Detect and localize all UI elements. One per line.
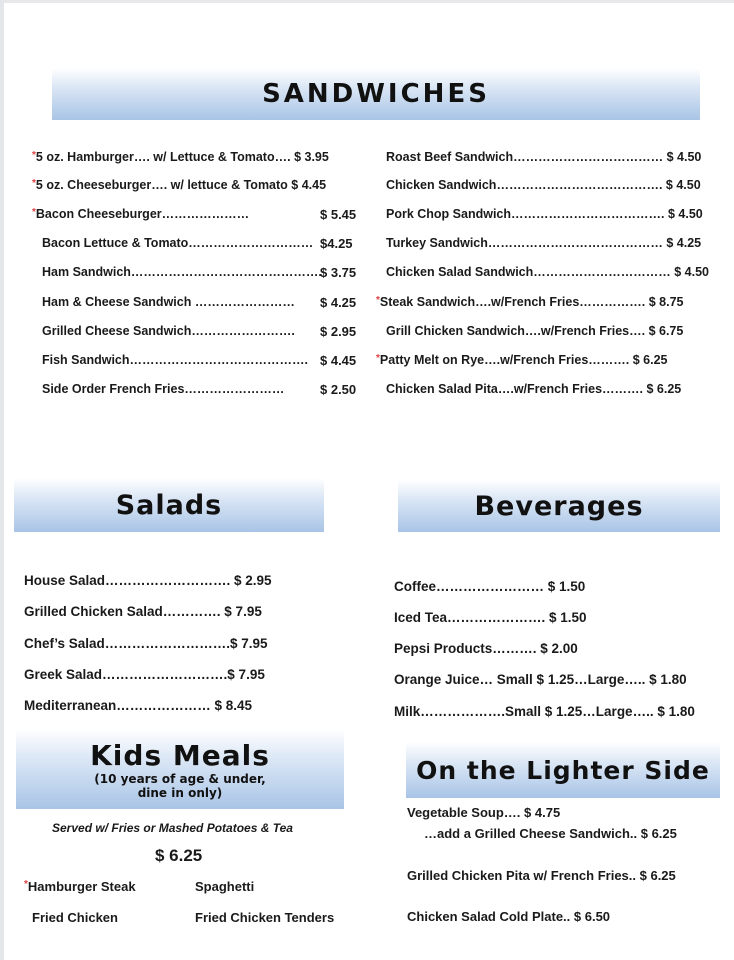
lighter-item: Grilled Chicken Pita w/ French Fries.. $… <box>407 868 676 883</box>
item-price: $ 4.50 <box>674 265 710 279</box>
star-marker-icon: * <box>376 295 380 306</box>
lighter-side-header: On the Lighter Side <box>406 742 720 798</box>
kids-meals-title: Kids Meals <box>90 738 270 772</box>
item-price: $ 5.45 <box>320 207 357 222</box>
sandwich-item: *Patty Melt on Rye….w/French Fries………. $… <box>376 353 668 367</box>
item-price: $4.25 <box>320 236 353 251</box>
item-name: Grilled Cheese Sandwich……………………. <box>42 324 295 338</box>
item-name: Fish Sandwich……………………………………. <box>42 353 308 367</box>
kids-meals-subtitle-2: dine in only) <box>137 785 223 800</box>
kids-item: *Hamburger Steak <box>24 879 136 894</box>
beverages-title: Beverages <box>474 490 644 522</box>
item-price: $ 4.45 <box>320 353 357 368</box>
item-name: Bacon Cheeseburger………………… <box>35 207 250 221</box>
sandwiches-title: SANDWICHES <box>262 79 490 109</box>
item-price: $ 6.25 <box>632 353 668 367</box>
item-price: $ 6.75 <box>648 324 684 338</box>
sandwich-item: Ham & Cheese Sandwich …………………… <box>42 295 295 309</box>
salad-item: Chef’s Salad……………………….$ 7.95 <box>24 636 268 651</box>
kids-item: Fried Chicken <box>32 910 118 925</box>
sandwich-item: Ham Sandwich………………………………………. <box>42 265 322 279</box>
item-price: $ 3.75 <box>320 265 357 280</box>
item-price: $ 4.50 <box>666 150 702 164</box>
star-marker-icon: * <box>24 879 28 890</box>
item-name: Ham & Cheese Sandwich …………………… <box>42 295 295 309</box>
item-price: $ 4.50 <box>667 207 703 221</box>
item-name: Steak Sandwich….w/French Fries……………. <box>379 295 646 309</box>
salads-title: Salads <box>115 489 223 521</box>
sandwich-item: Roast Beef Sandwich……………………………… $ 4.50 <box>386 150 701 164</box>
sandwich-item: *Steak Sandwich….w/French Fries……………. $ … <box>376 295 684 309</box>
item-price: $ 3.95 <box>294 150 329 164</box>
kids-price: $ 6.25 <box>155 846 203 865</box>
star-marker-icon: * <box>32 207 36 218</box>
lighter-side-title: On the Lighter Side <box>416 755 710 785</box>
kids-item: Fried Chicken Tenders <box>195 910 335 925</box>
lighter-item: Chicken Salad Cold Plate.. $ 6.50 <box>407 909 611 924</box>
item-price: $ 4.25 <box>666 236 702 250</box>
item-price: $ 4.50 <box>665 178 701 192</box>
beverage-item: Milk……………….Small $ 1.25…Large….. $ 1.80 <box>394 704 695 719</box>
item-price: $ 4.25 <box>320 295 357 310</box>
sandwich-item: Chicken Salad Sandwich…………………………… $ 4.50 <box>386 265 709 279</box>
lighter-item: …add a Grilled Cheese Sandwich.. $ 6.25 <box>424 826 677 841</box>
item-name: Chicken Salad Pita….w/French Fries………. <box>386 382 644 396</box>
kids-meals-header: Kids Meals (10 years of age & under, din… <box>16 729 344 809</box>
sandwich-item: Turkey Sandwich…………………………………… $ 4.25 <box>386 236 701 250</box>
beverages-header: Beverages <box>398 480 720 532</box>
sandwich-item: *5 oz. Hamburger…. w/ Lettuce & Tomato….… <box>32 150 329 164</box>
salad-item: Grilled Chicken Salad…………. $ 7.95 <box>24 604 262 619</box>
sandwich-item: Pork Chop Sandwich………………………………. $ 4.50 <box>386 207 703 221</box>
sandwiches-header: SANDWICHES <box>52 68 700 120</box>
item-price: $ 2.95 <box>320 324 357 339</box>
item-name: Ham Sandwich………………………………………. <box>42 265 322 279</box>
sandwich-item: *Bacon Cheeseburger………………… <box>32 207 249 221</box>
kids-served-with: Served w/ Fries or Mashed Potatoes & Tea <box>52 821 293 835</box>
item-price: $ 8.75 <box>648 295 684 309</box>
item-price: $ 2.50 <box>320 382 357 397</box>
salad-item: House Salad………………………. $ 2.95 <box>24 573 272 588</box>
sandwich-item: Grilled Cheese Sandwich……………………. <box>42 324 295 338</box>
item-name: Turkey Sandwich…………………………………… <box>386 236 663 250</box>
sandwich-item: Chicken Salad Pita….w/French Fries………. $… <box>386 382 681 396</box>
page-left-edge <box>0 0 4 960</box>
kids-meals-subtitle-1: (10 years of age & under, <box>94 771 266 786</box>
sandwich-item: Side Order French Fries…………………… <box>42 382 284 396</box>
sandwich-item: Grill Chicken Sandwich….w/French Fries….… <box>386 324 683 338</box>
item-price: $ 6.25 <box>646 382 682 396</box>
item-name: Bacon Lettuce & Tomato………………………… <box>42 236 314 250</box>
lighter-item: Vegetable Soup…. $ 4.75 <box>407 805 561 820</box>
item-name: Roast Beef Sandwich……………………………… <box>386 150 664 164</box>
star-marker-icon: * <box>32 150 36 161</box>
salads-header: Salads <box>14 478 324 532</box>
sandwich-item: Bacon Lettuce & Tomato………………………… <box>42 236 313 250</box>
item-name: Pork Chop Sandwich………………………………. <box>386 207 665 221</box>
item-name: Chicken Sandwich…………………………………. <box>386 178 663 192</box>
item-name: Side Order French Fries…………………… <box>42 382 285 396</box>
item-name: Patty Melt on Rye….w/French Fries………. <box>379 353 630 367</box>
sandwich-item: *5 oz. Cheeseburger…. w/ lettuce & Tomat… <box>32 178 326 192</box>
beverage-item: Orange Juice… Small $ 1.25…Large….. $ 1.… <box>394 672 687 687</box>
salad-item: Mediterranean………………… $ 8.45 <box>24 698 253 713</box>
star-marker-icon: * <box>376 353 380 364</box>
sandwich-item: Fish Sandwich……………………………………. <box>42 353 308 367</box>
salad-item: Greek Salad……………………….$ 7.95 <box>24 667 265 682</box>
item-name: 5 oz. Hamburger…. w/ Lettuce & Tomato…. <box>35 150 291 164</box>
item-name: Grill Chicken Sandwich….w/French Fries…. <box>386 324 646 338</box>
item-name: 5 oz. Cheeseburger…. w/ lettuce & Tomato <box>35 178 288 192</box>
sandwich-item: Chicken Sandwich…………………………………. $ 4.50 <box>386 178 701 192</box>
item-name: Chicken Salad Sandwich…………………………… <box>386 265 671 279</box>
item-price: $ 4.45 <box>291 178 327 192</box>
beverage-item: Coffee…………………… $ 1.50 <box>394 579 586 594</box>
beverage-item: Pepsi Products………. $ 2.00 <box>394 641 578 656</box>
kids-item: Spaghetti <box>195 879 255 894</box>
beverage-item: Iced Tea…………………. $ 1.50 <box>394 610 587 625</box>
star-marker-icon: * <box>32 178 36 189</box>
page-top-edge <box>0 0 734 3</box>
